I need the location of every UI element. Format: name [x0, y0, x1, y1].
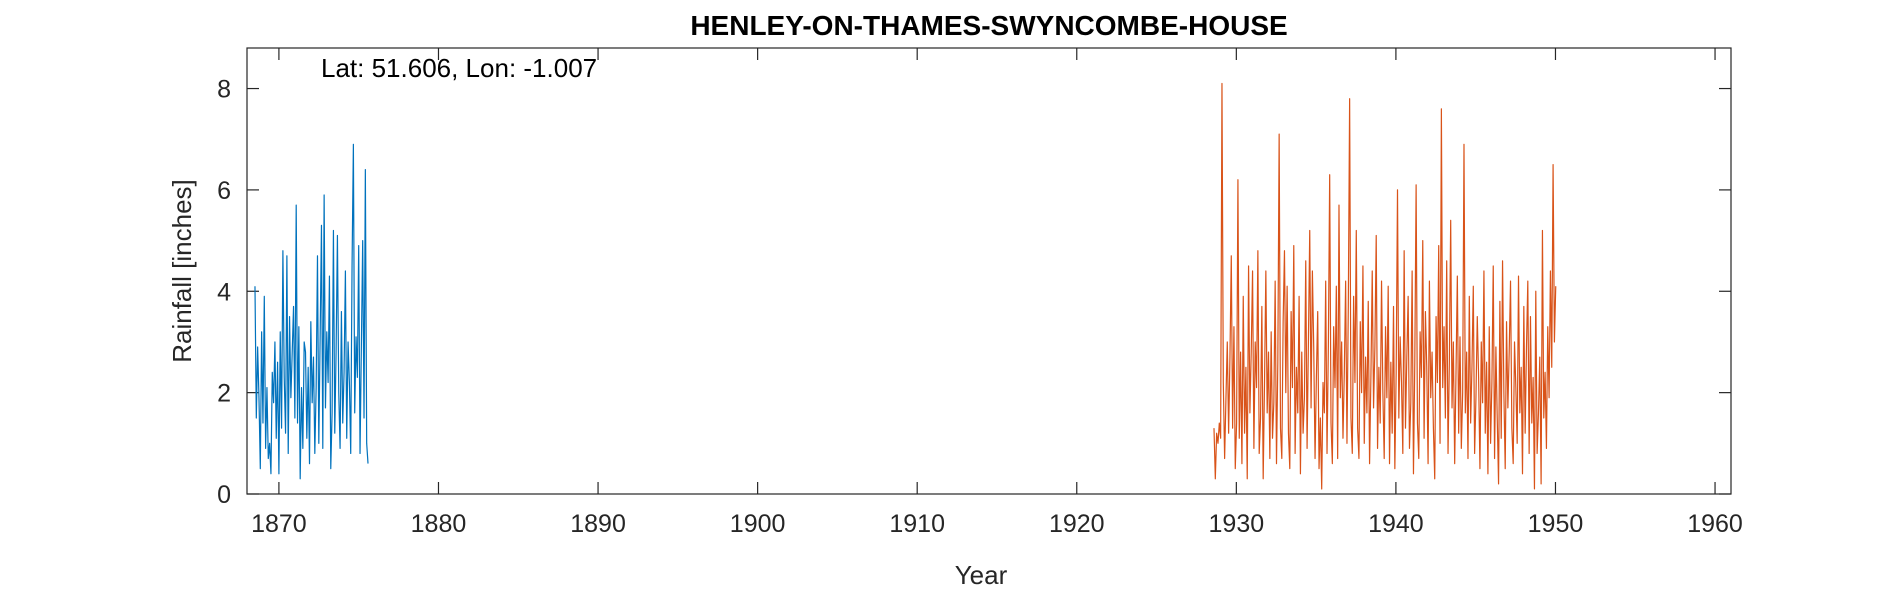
x-tick-label: 1870 — [251, 510, 307, 538]
x-tick-label: 1930 — [1209, 510, 1265, 538]
x-axis-label: Year — [955, 560, 1008, 590]
x-tick-label: 1940 — [1368, 510, 1424, 538]
y-tick-label: 4 — [217, 278, 231, 306]
y-axis-label: Rainfall [inches] — [167, 179, 197, 363]
y-tick-label: 8 — [217, 76, 231, 104]
series-line-1 — [254, 143, 369, 480]
x-tick-label: 1900 — [730, 510, 786, 538]
series-lines — [254, 82, 1557, 490]
x-tick-label: 1950 — [1528, 510, 1584, 538]
y-tick-label: 2 — [217, 380, 231, 408]
x-tick-label: 1910 — [889, 510, 945, 538]
chart-title: HENLEY-ON-THAMES-SWYNCOMBE-HOUSE — [690, 10, 1287, 41]
x-tick-label: 1880 — [411, 510, 467, 538]
y-tick-label: 0 — [217, 481, 231, 509]
location-annotation: Lat: 51.606, Lon: -1.007 — [321, 53, 597, 83]
axis-tick-labels: 1870 1880 1890 1900 1910 1920 1930 1940 1950 1960… — [217, 76, 1743, 538]
x-tick-label: 1920 — [1049, 510, 1105, 538]
x-tick-label: 1890 — [570, 510, 626, 538]
x-tick-label: 1960 — [1687, 510, 1743, 538]
series-line-2 — [1213, 82, 1557, 490]
y-tick-label: 6 — [217, 177, 231, 205]
plot-area — [246, 47, 1732, 495]
